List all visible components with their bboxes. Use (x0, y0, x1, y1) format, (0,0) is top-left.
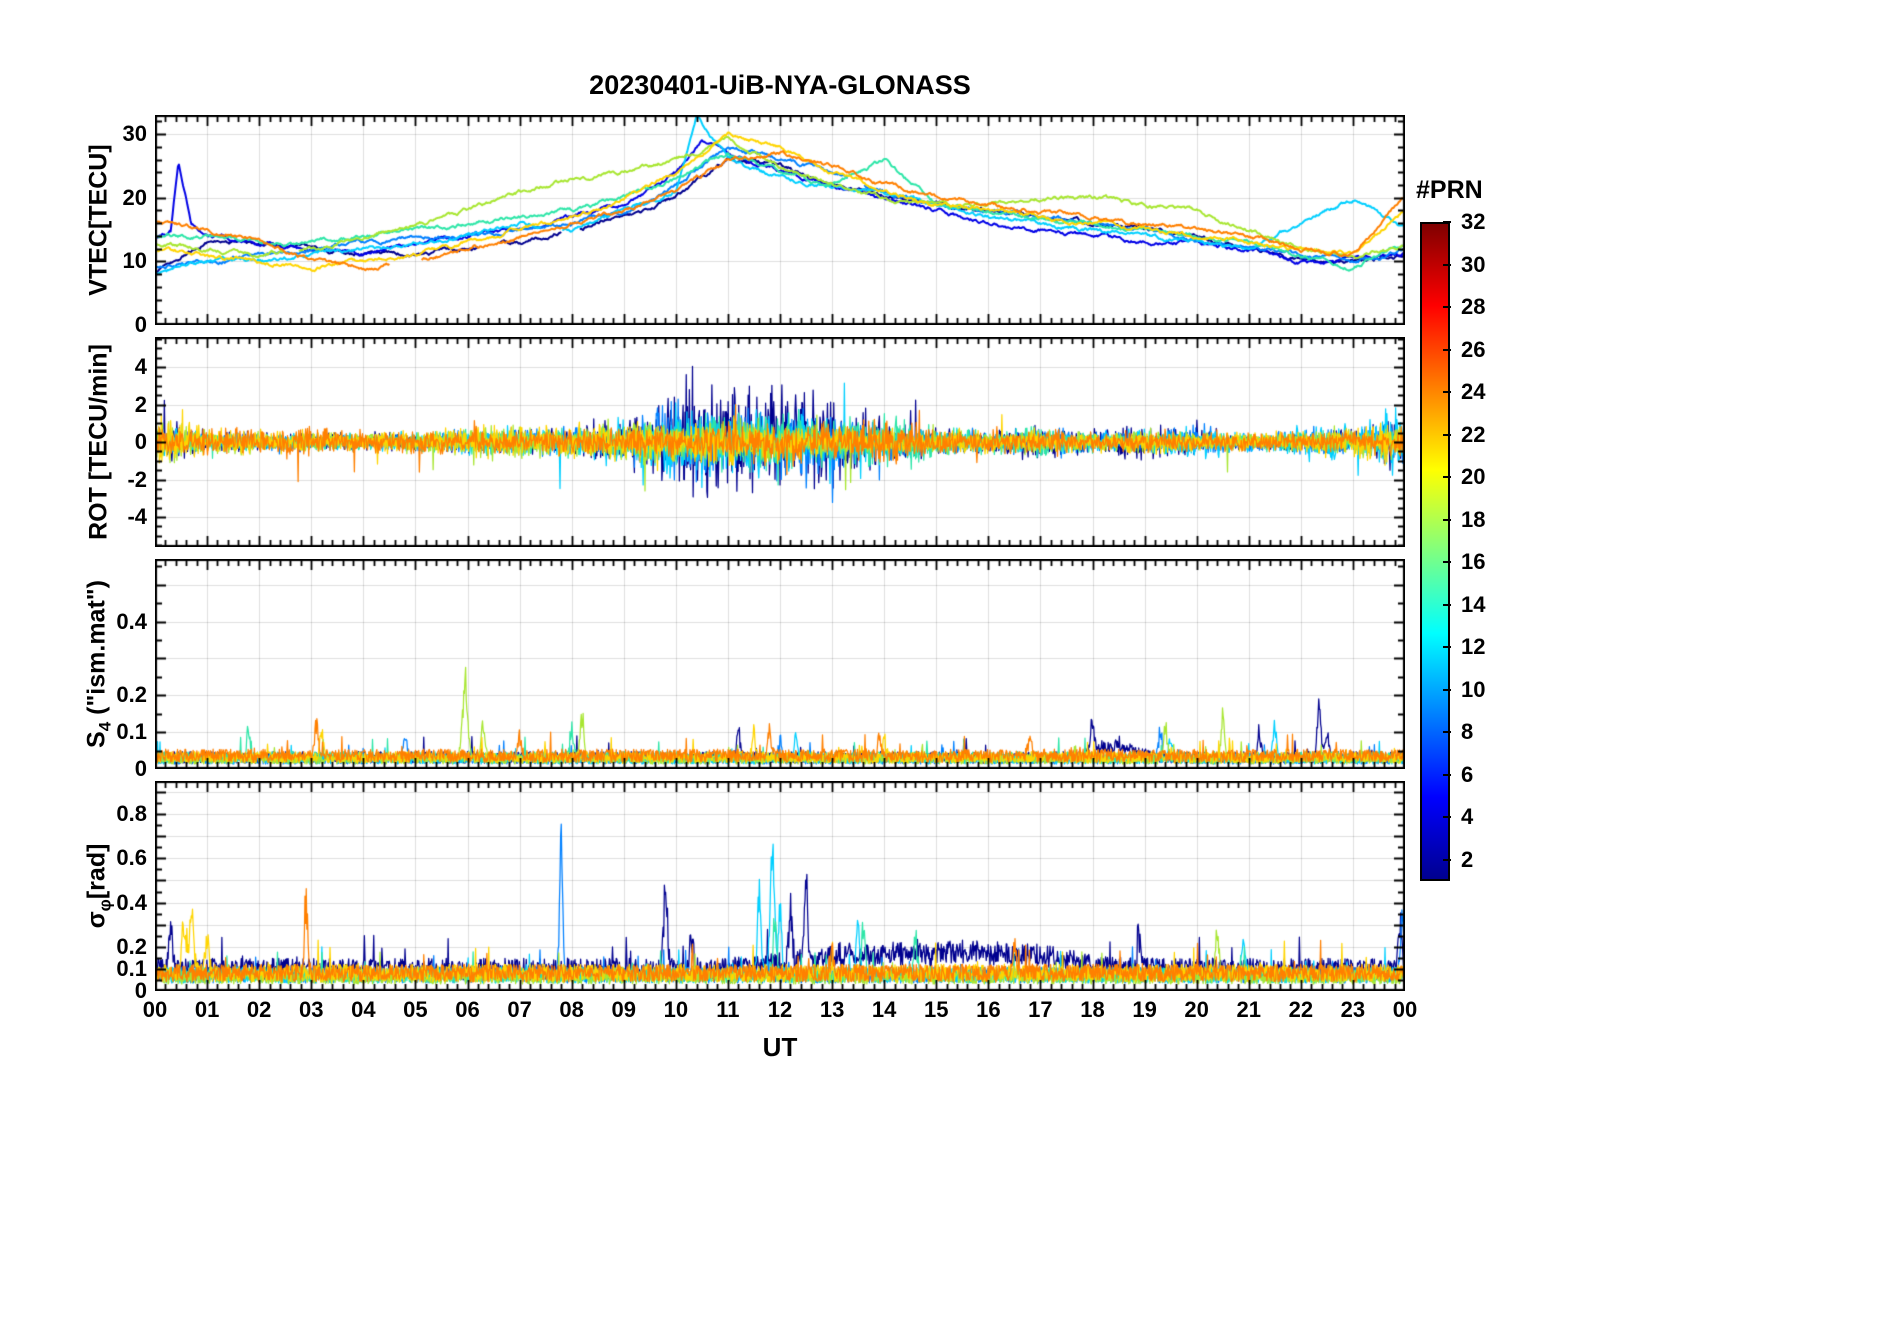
colorbar-tick-label: 10 (1461, 676, 1486, 702)
colorbar-tick-label: 30 (1461, 251, 1486, 277)
colorbar-label: #PRN (1416, 176, 1483, 204)
colorbar-tick-label: 12 (1461, 634, 1486, 660)
colorbar-tick (1443, 603, 1451, 606)
colorbar-tick-label: 6 (1461, 761, 1474, 787)
colorbar-tick (1443, 646, 1451, 649)
y-tick-label: 0.2 (116, 682, 147, 708)
colorbar-tick-label: 24 (1461, 379, 1486, 405)
x-tick-label: 15 (924, 997, 949, 1022)
x-tick-label: 18 (1080, 997, 1105, 1022)
x-tick-label: 06 (455, 997, 480, 1022)
x-tick-label: 17 (1028, 997, 1053, 1022)
colorbar-tick (1443, 348, 1451, 351)
y-tick-label: 0.2 (116, 933, 147, 959)
colorbar-tick-label: 14 (1461, 591, 1486, 617)
colorbar-tick (1443, 476, 1451, 479)
colorbar-tick-label: 2 (1461, 846, 1474, 872)
chart-title: 20230401-UiB-NYA-GLONASS (589, 70, 971, 100)
y-tick-label: -2 (127, 466, 147, 492)
x-tick-label: 22 (1288, 997, 1314, 1022)
y-tick-label: 0.1 (116, 955, 147, 981)
sigmaphi-canvas (155, 781, 1405, 991)
y-tick-label: 0.6 (116, 845, 147, 871)
colorbar-tick (1443, 773, 1451, 776)
colorbar-tick (1443, 221, 1451, 223)
rot-canvas (155, 337, 1405, 547)
colorbar-tick (1443, 433, 1451, 436)
rot-panel (155, 337, 1405, 547)
colorbar-tick-label: 28 (1461, 294, 1486, 320)
x-tick-label: 00 (142, 997, 168, 1022)
y-tick-label: 0.4 (116, 608, 147, 634)
y-tick-label: 0 (134, 312, 147, 337)
y-tick-label: -4 (127, 504, 147, 529)
vtec-canvas (155, 115, 1405, 325)
x-tick-label: 04 (351, 997, 376, 1022)
colorbar-tick (1443, 263, 1451, 266)
x-tick-label: 02 (246, 997, 272, 1022)
x-tick-label: 11 (716, 997, 740, 1022)
vtec-panel (155, 115, 1405, 325)
x-tick-label: 19 (1132, 997, 1157, 1022)
colorbar-tick-label: 32 (1461, 209, 1486, 234)
x-axis-label: UT (762, 1032, 798, 1062)
x-tick-label: 23 (1340, 997, 1366, 1022)
x-tick-label: 03 (299, 997, 324, 1022)
x-tick-label: 12 (767, 997, 793, 1022)
x-tick-label: 01 (194, 997, 220, 1022)
y-tick-label: 10 (122, 248, 147, 274)
x-tick-label: 08 (559, 997, 584, 1022)
x-tick-label: 21 (1236, 997, 1261, 1022)
colorbar-tick-label: 20 (1461, 464, 1486, 490)
y-tick-label: 0 (134, 978, 147, 1003)
colorbar-tick (1443, 306, 1451, 309)
colorbar-tick (1443, 731, 1451, 734)
x-tick-label: 20 (1184, 997, 1209, 1022)
y-tick-label: 0.4 (116, 889, 147, 915)
y-tick-label: 0 (134, 756, 147, 781)
s4-canvas (155, 559, 1405, 769)
y-tick-label: 0.1 (116, 719, 147, 745)
colorbar-tick (1443, 858, 1451, 861)
y-tick-label: 0.8 (116, 801, 147, 827)
colorbar-tick (1443, 816, 1451, 819)
s4-panel (155, 559, 1405, 769)
colorbar-tick (1443, 518, 1451, 521)
x-tick-label: 05 (403, 997, 428, 1022)
x-tick-label: 09 (611, 997, 636, 1022)
colorbar-tick-label: 4 (1461, 804, 1474, 830)
x-tick-label: 16 (976, 997, 1001, 1022)
y-tick-label: 2 (134, 391, 147, 417)
colorbar-tick (1443, 561, 1451, 564)
colorbar-gradient (1422, 224, 1448, 879)
y-tick-label: 20 (122, 184, 147, 210)
colorbar-tick-label: 16 (1461, 549, 1486, 575)
colorbar-tick-label: 22 (1461, 421, 1486, 447)
x-tick-label: 00 (1392, 997, 1418, 1022)
x-tick-label: 10 (663, 997, 689, 1022)
colorbar-tick-label: 26 (1461, 336, 1486, 362)
y-tick-label: 4 (134, 354, 147, 379)
x-tick-label: 13 (819, 997, 845, 1022)
sigmaphi-panel (155, 781, 1405, 991)
colorbar-tick (1443, 391, 1451, 394)
y-tick-label: 30 (122, 121, 147, 147)
x-tick-label: 07 (507, 997, 532, 1022)
colorbar-tick (1443, 688, 1451, 691)
y-tick-label: 0 (134, 429, 147, 454)
colorbar-tick-label: 18 (1461, 506, 1486, 532)
colorbar (1420, 222, 1450, 881)
x-tick-label: 14 (871, 997, 897, 1022)
colorbar-tick-label: 8 (1461, 719, 1474, 745)
